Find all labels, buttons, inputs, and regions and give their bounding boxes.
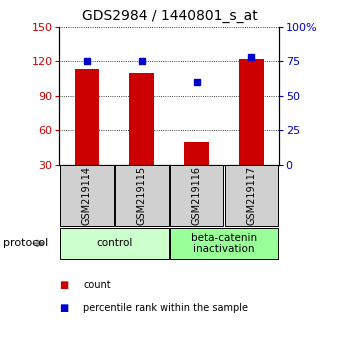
- Text: protocol: protocol: [3, 238, 49, 249]
- Bar: [130, 73, 154, 165]
- FancyBboxPatch shape: [60, 165, 114, 226]
- Text: count: count: [83, 280, 111, 290]
- FancyBboxPatch shape: [170, 165, 223, 226]
- Text: control: control: [96, 238, 133, 249]
- Text: GSM219115: GSM219115: [137, 166, 147, 225]
- Bar: [184, 142, 209, 165]
- Text: GSM219116: GSM219116: [191, 166, 202, 225]
- Bar: [74, 69, 99, 165]
- Text: GDS2984 / 1440801_s_at: GDS2984 / 1440801_s_at: [82, 9, 258, 23]
- Text: ■: ■: [59, 280, 69, 290]
- Text: GSM219117: GSM219117: [246, 166, 256, 225]
- Text: beta-catenin
inactivation: beta-catenin inactivation: [191, 233, 257, 254]
- FancyBboxPatch shape: [115, 165, 169, 226]
- Text: ■: ■: [59, 303, 69, 313]
- FancyBboxPatch shape: [60, 228, 169, 258]
- FancyBboxPatch shape: [170, 228, 278, 258]
- FancyBboxPatch shape: [224, 165, 278, 226]
- Text: percentile rank within the sample: percentile rank within the sample: [83, 303, 248, 313]
- Bar: [239, 59, 264, 165]
- Text: GSM219114: GSM219114: [82, 166, 92, 225]
